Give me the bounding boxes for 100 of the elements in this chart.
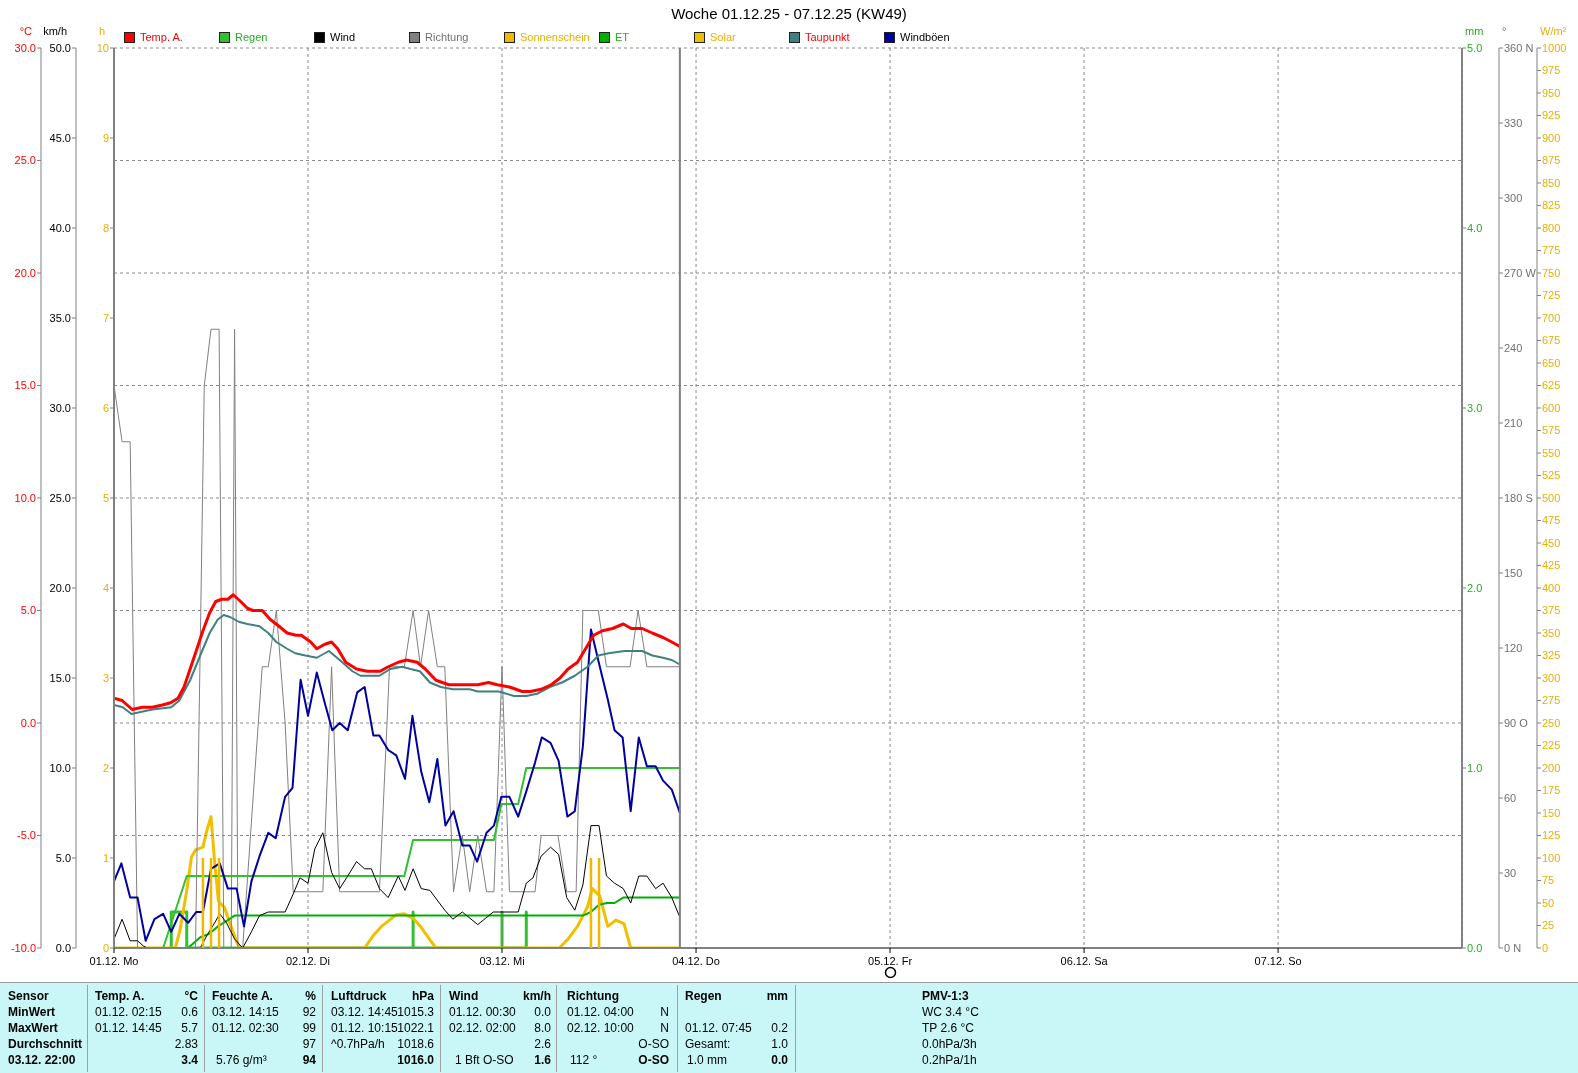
text: % xyxy=(305,989,316,1003)
legend-label: Sonnenschein xyxy=(520,31,590,44)
text: 0.2 xyxy=(771,1021,788,1035)
text: Durchschnitt xyxy=(8,1037,83,1051)
y3-tick-label: 25 xyxy=(1542,919,1555,932)
text: 01.12. 02:15 xyxy=(95,1005,162,1019)
text: 2.6 xyxy=(534,1037,551,1051)
y3-tick-label: 200 xyxy=(1542,761,1561,774)
y2-tick-label: 10.0 xyxy=(49,761,71,774)
text: 0.0 xyxy=(534,1005,551,1019)
y2-tick-label: 0 N xyxy=(1504,941,1522,954)
text: 0.0hPa/3h xyxy=(922,1037,977,1051)
y2-tick-label: 330 xyxy=(1504,116,1523,129)
text: mm xyxy=(766,989,788,1003)
y3-tick-label: 950 xyxy=(1542,86,1561,99)
y3-tick-label: 550 xyxy=(1542,446,1561,459)
y2-tick-label: 90 O xyxy=(1504,716,1529,729)
text: Luftdruck xyxy=(331,989,387,1003)
y2-tick-label: 20.0 xyxy=(49,581,71,594)
text: Gesamt: xyxy=(685,1037,731,1051)
text: N xyxy=(660,1021,669,1035)
y3-tick-label: 525 xyxy=(1542,469,1561,482)
y3-tick-label: 850 xyxy=(1542,176,1561,189)
y2-tick-label: 5.0 xyxy=(55,851,71,864)
legend-label: Temp. A. xyxy=(140,31,183,44)
y3-tick-label: 800 xyxy=(1542,221,1561,234)
text: 1.6 xyxy=(534,1053,551,1067)
text: Regen xyxy=(685,989,722,1003)
text: 01.12. 10:15 xyxy=(331,1021,398,1035)
y3-tick-label: 775 xyxy=(1542,244,1561,257)
y3-tick-label: 350 xyxy=(1542,626,1561,639)
y-tick-label: 5.0 xyxy=(20,604,36,617)
y2-tick-label: 40.0 xyxy=(49,221,71,234)
y3-tick-label: 0 xyxy=(1542,941,1549,954)
chart-title: Woche 01.12.25 - 07.12.25 (KW49) xyxy=(671,5,907,22)
text: 8.0 xyxy=(534,1021,551,1035)
text: N xyxy=(660,1005,669,1019)
x-tick-label: 05.12. Fr xyxy=(868,954,913,967)
y-tick-label: 0.0 xyxy=(20,716,36,729)
text: 01.12. 07:45 xyxy=(685,1021,752,1035)
x-tick-label: 04.12. Do xyxy=(672,954,720,967)
text: 1018.6 xyxy=(397,1037,434,1051)
text: 112 ° xyxy=(570,1053,598,1067)
x-tick-label: 06.12. Sa xyxy=(1060,954,1109,967)
y3-tick-label: 900 xyxy=(1542,131,1561,144)
text: km/h xyxy=(522,989,551,1003)
y-tick-label: 0.0 xyxy=(1467,941,1483,954)
y2-tick-label: 300 xyxy=(1504,191,1523,204)
y-tick-label: 20.0 xyxy=(14,266,36,279)
y-tick-label: 3.0 xyxy=(1467,401,1483,414)
y-axis-title: mm xyxy=(1465,25,1484,37)
y2-tick-label: 45.0 xyxy=(49,131,71,144)
text: PMV-1:3 xyxy=(922,989,969,1003)
text: 1.0 mm xyxy=(687,1053,728,1067)
text: Wind xyxy=(449,989,479,1003)
text: 02.12. 10:00 xyxy=(567,1021,634,1035)
text: MaxWert xyxy=(8,1021,58,1035)
y3-tick-label: 75 xyxy=(1542,874,1555,887)
y3-tick-label: 250 xyxy=(1542,716,1561,729)
y3-tick-label: 325 xyxy=(1542,649,1561,662)
text: 1016.0 xyxy=(397,1053,434,1067)
text: 1015.3 xyxy=(397,1005,434,1019)
text: 03.12. 14:45 xyxy=(331,1005,398,1019)
y-tick-label: 1.0 xyxy=(1467,761,1483,774)
y2-tick-label: 150 xyxy=(1504,566,1523,579)
y3-tick-label: 3 xyxy=(102,671,109,684)
y3-tick-label: 0 xyxy=(102,941,109,954)
text: °C xyxy=(184,989,198,1003)
y3-tick-label: 500 xyxy=(1542,491,1561,504)
y2-tick-label: 270 W xyxy=(1504,266,1537,279)
y3-tick-label: 450 xyxy=(1542,536,1561,549)
y-tick-label: 5.0 xyxy=(1467,41,1483,54)
x-tick-label: 03.12. Mi xyxy=(479,954,525,967)
y3-tick-label: 125 xyxy=(1542,829,1561,842)
line-series xyxy=(114,628,681,942)
y3-tick-label: 9 xyxy=(102,131,109,144)
y3-axis-title: h xyxy=(98,25,105,37)
text: ^0.7hPa/h xyxy=(331,1037,385,1051)
y3-tick-label: 625 xyxy=(1542,379,1561,392)
y-axis-title: °C xyxy=(19,25,32,37)
y3-tick-label: 475 xyxy=(1542,514,1561,527)
text: 01.12. 04:00 xyxy=(567,1005,634,1019)
text: 02.12. 02:00 xyxy=(449,1021,516,1035)
y-tick-label: -5.0 xyxy=(17,829,36,842)
legend-label: Taupunkt xyxy=(805,31,850,44)
y3-tick-label: 7 xyxy=(102,311,109,324)
y3-tick-label: 100 xyxy=(1542,851,1561,864)
y3-tick-label: 4 xyxy=(102,581,109,594)
text: 0.2hPa/1h xyxy=(922,1053,977,1067)
legend-label: Wind xyxy=(330,31,356,44)
y3-tick-label: 2 xyxy=(102,761,109,774)
y3-tick-label: 8 xyxy=(102,221,109,234)
y3-tick-label: 5 xyxy=(102,491,109,504)
y3-tick-label: 275 xyxy=(1542,694,1561,707)
y2-axis-title: ° xyxy=(1502,25,1507,37)
text: Feuchte A. xyxy=(212,989,273,1003)
y-tick-label: 10.0 xyxy=(14,491,36,504)
y2-tick-label: 15.0 xyxy=(49,671,71,684)
y2-tick-label: 210 xyxy=(1504,416,1523,429)
y2-axis-title: km/h xyxy=(43,25,67,37)
